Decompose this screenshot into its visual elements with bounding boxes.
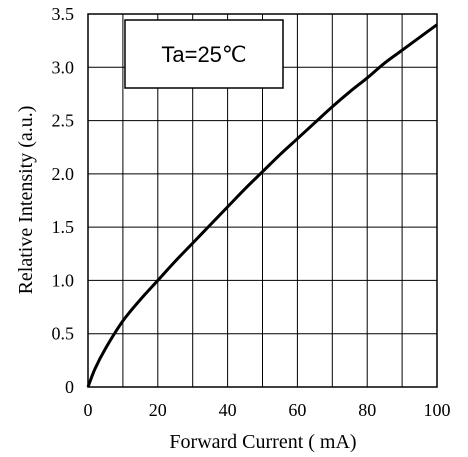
y-tick-label: 2.0 — [52, 164, 75, 184]
y-axis-title: Relative Intensity (a.u.) — [15, 106, 37, 295]
y-tick-label: 3.0 — [52, 57, 75, 77]
y-tick-label: 1.0 — [52, 270, 75, 290]
x-tick-label: 60 — [288, 400, 306, 420]
x-tick-label: 100 — [424, 400, 451, 420]
x-tick-label: 0 — [84, 400, 93, 420]
plot-frame — [87, 13, 438, 388]
grid-lines — [88, 14, 437, 387]
curve-layer — [86, 23, 438, 388]
intensity-curve — [86, 23, 438, 388]
plot-frame-rect — [87, 13, 438, 388]
annotation-text: Ta=25℃ — [161, 42, 246, 67]
x-tick-label: 40 — [219, 400, 237, 420]
y-tick-label: 2.5 — [52, 111, 75, 131]
y-tick-label: 0 — [65, 377, 74, 397]
x-tick-labels: 0 20 40 60 80 100 — [84, 400, 451, 420]
y-tick-label: 0.5 — [52, 324, 75, 344]
x-tick-label: 80 — [358, 400, 376, 420]
y-tick-label: 3.5 — [52, 4, 75, 24]
x-axis-title: Forward Current ( mA) — [169, 431, 356, 453]
annotation-box: Ta=25℃ — [124, 19, 284, 89]
x-tick-label: 20 — [149, 400, 167, 420]
y-tick-labels: 0 0.5 1.0 1.5 2.0 2.5 3.0 3.5 — [52, 4, 75, 397]
annotation-frame — [124, 19, 284, 89]
y-tick-label: 1.5 — [52, 217, 75, 237]
